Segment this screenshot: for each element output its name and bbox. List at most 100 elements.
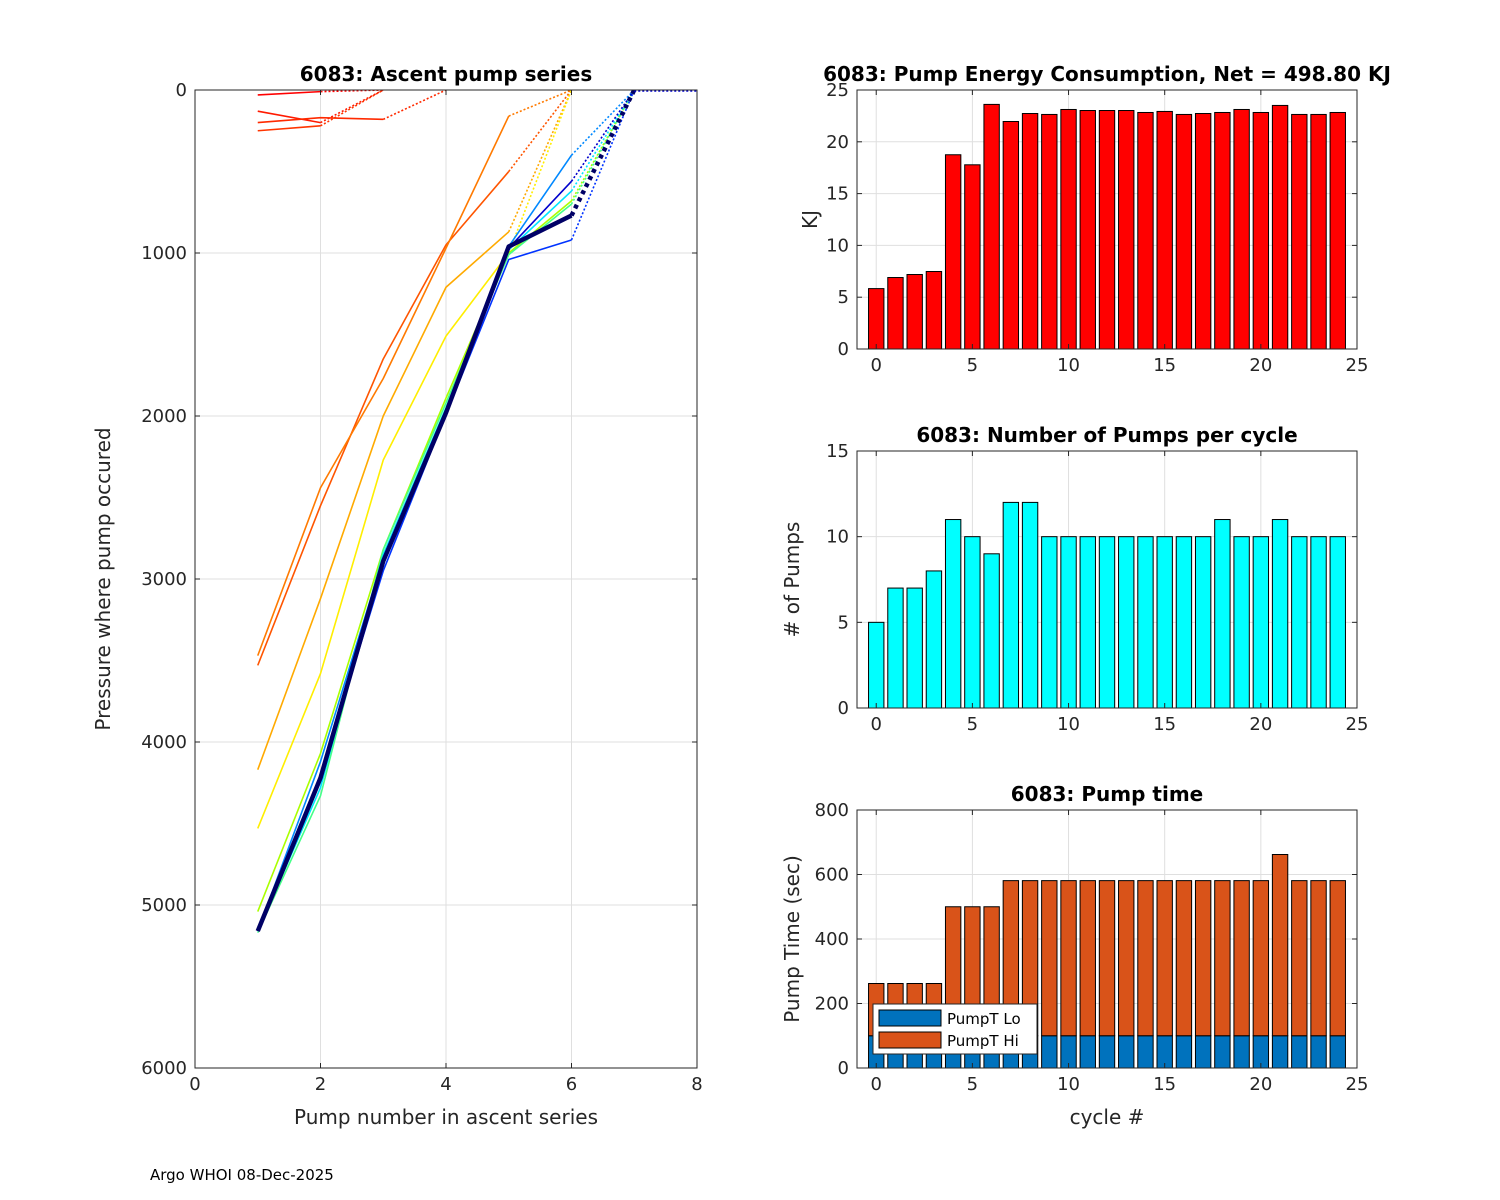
bar-pumpt-hi <box>1118 880 1135 1037</box>
bar-pumpt-hi <box>1175 880 1193 1037</box>
bar <box>1252 536 1270 709</box>
legend-label: PumpT Hi <box>947 1032 1019 1050</box>
y-axis-label: Pressure where pump occured <box>91 427 115 730</box>
y-tick-label: 2000 <box>141 406 187 427</box>
axes-frame <box>856 89 1358 350</box>
y-tick-label: 400 <box>815 929 849 950</box>
y-tick-label: 10 <box>826 235 849 256</box>
chart-ascent: 0 2 4 6 8 0 1000 2000 3000 4000 5000 6000 6083: Asce… <box>91 62 703 1129</box>
bar <box>1271 104 1289 350</box>
bar <box>1060 536 1077 709</box>
series-surface-segment <box>508 90 572 117</box>
series-line <box>257 200 573 912</box>
y-tick-label: 0 <box>838 339 849 360</box>
bar-pumpt-lo <box>1194 1035 1212 1069</box>
bar <box>887 587 904 709</box>
y-tick-label: 5 <box>838 612 849 633</box>
bar <box>925 271 943 350</box>
bar <box>868 288 885 350</box>
chart-title: 6083: Pump Energy Consumption, Net = 498… <box>823 62 1391 86</box>
bar <box>1060 108 1077 350</box>
bar <box>1233 108 1250 350</box>
bar <box>1233 536 1250 709</box>
bar <box>1252 111 1270 350</box>
series-surface-segment <box>508 90 573 254</box>
bar <box>1194 113 1212 350</box>
y-tick-label: 5 <box>838 287 849 308</box>
x-tick-label: 8 <box>691 1074 702 1095</box>
bar-pumpt-lo <box>1137 1035 1154 1069</box>
x-tick-label: 15 <box>1153 355 1176 376</box>
series-surface-segment <box>508 90 573 233</box>
y-tick-label: 5000 <box>141 895 187 916</box>
y-tick-label: 4000 <box>141 732 187 753</box>
series-line <box>255 213 573 932</box>
y-tick-label: 3000 <box>141 569 187 590</box>
x-tick-label: 0 <box>189 1074 200 1095</box>
bar <box>1079 536 1096 709</box>
bar <box>1156 536 1173 709</box>
chart-pumps: 0 5 10 15 20 25 0 5 10 15 6083: Number of Pumps pe… <box>780 423 1368 735</box>
axes-frame <box>856 450 1358 709</box>
series-group <box>255 90 697 934</box>
x-tick-label: 5 <box>967 714 978 735</box>
y-tick-label: 6000 <box>141 1058 187 1079</box>
bar <box>1214 519 1231 709</box>
bar <box>1002 501 1020 709</box>
bar <box>944 154 962 350</box>
chart-title: 6083: Ascent pump series <box>300 62 593 86</box>
x-tick-label: 5 <box>967 355 978 376</box>
bar <box>983 103 1000 350</box>
bar-pumpt-hi <box>1060 880 1077 1037</box>
bar-pumpt-hi <box>1098 880 1116 1037</box>
bar <box>1291 536 1308 709</box>
series-surface-segment <box>570 90 635 156</box>
series-line <box>256 231 510 770</box>
y-tick-label: 15 <box>826 441 849 462</box>
x-tick-label: 25 <box>1346 355 1369 376</box>
series-surface-segment <box>570 90 635 241</box>
x-tick-label: 6 <box>566 1074 577 1095</box>
bar-pumpt-lo <box>1118 1035 1135 1069</box>
bar <box>964 164 981 350</box>
bar-pumpt-lo <box>1041 1035 1058 1069</box>
series-line <box>257 203 573 934</box>
bar-pumpt-lo <box>1291 1035 1308 1069</box>
x-tick-label: 25 <box>1346 1074 1369 1095</box>
legend-swatch <box>878 1031 942 1049</box>
series-line <box>257 110 321 124</box>
bar-pumpt-hi <box>1252 880 1270 1037</box>
y-axis-label: # of Pumps <box>780 522 804 638</box>
bar <box>1079 110 1096 350</box>
bar <box>1329 536 1346 709</box>
bar <box>1118 110 1135 350</box>
x-tick-label: 10 <box>1057 1074 1080 1095</box>
y-tick-label: 800 <box>815 800 849 821</box>
series-surface-segment <box>508 90 573 172</box>
bar <box>1118 536 1135 709</box>
bar <box>868 621 885 709</box>
bar <box>944 519 962 709</box>
bar <box>1041 536 1058 709</box>
bar <box>1021 501 1039 709</box>
bar <box>983 553 1000 709</box>
x-tick-label: 0 <box>871 1074 882 1095</box>
bar <box>1310 536 1327 709</box>
bar <box>1021 113 1039 350</box>
bar-pumpt-hi <box>1310 880 1327 1037</box>
bar-pumpt-hi <box>1233 880 1250 1037</box>
y-tick-label: 0 <box>838 698 849 719</box>
bar-pumpt-hi <box>1156 880 1173 1037</box>
y-tick-label: 20 <box>826 132 849 153</box>
y-axis-label: Pump Time (sec) <box>780 855 804 1023</box>
x-tick-label: 5 <box>967 1074 978 1095</box>
x-tick-label: 20 <box>1249 355 1272 376</box>
bar <box>1137 111 1154 350</box>
bar-pumpt-lo <box>1310 1035 1327 1069</box>
y-tick-label: 10 <box>826 527 849 548</box>
x-axis-label: Pump number in ascent series <box>294 1105 598 1129</box>
bar-pumpt-lo <box>1233 1035 1250 1069</box>
bar <box>1175 536 1193 709</box>
